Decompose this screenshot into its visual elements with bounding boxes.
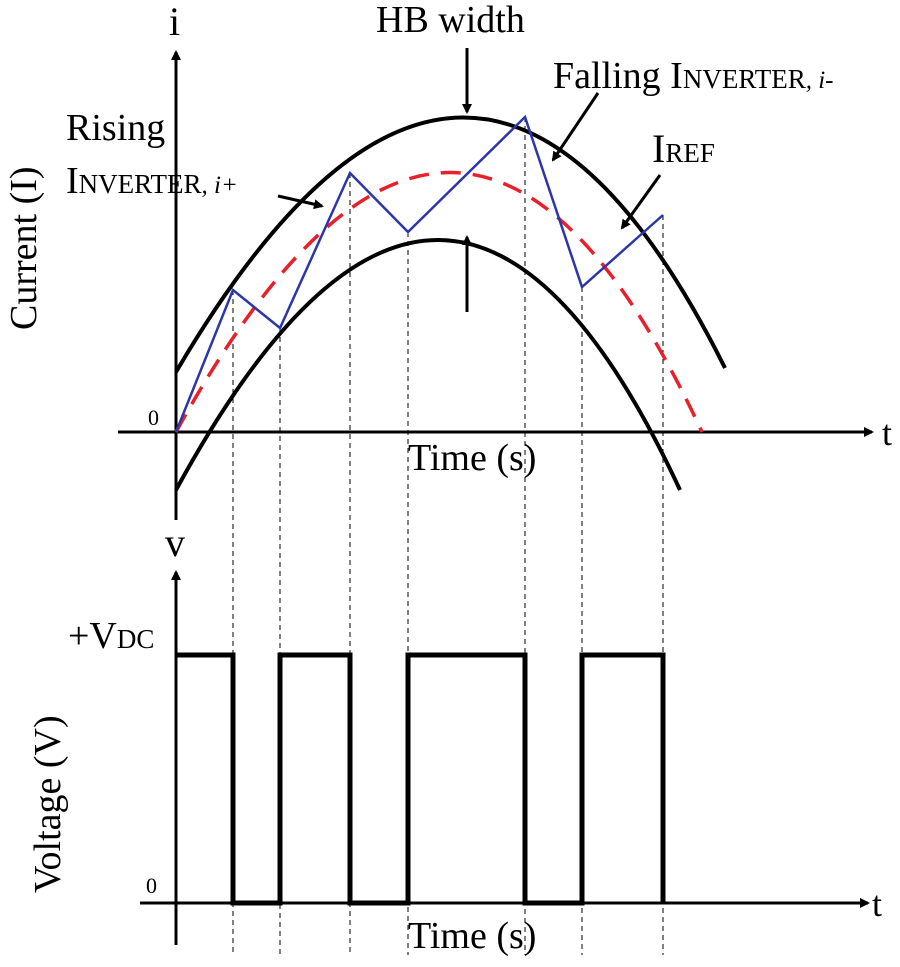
upper-hysteresis-band [174, 115, 727, 374]
voltage-y-axis-label: Voltage (V) [27, 715, 69, 893]
bottom-origin-label: 0 [146, 873, 157, 898]
voltage-axis-symbol: v [165, 520, 185, 565]
bottom-time-label: Time (s) [408, 915, 536, 957]
iref-pointer-arrow [620, 174, 662, 230]
falling-inverter-label: Falling INVERTER, i- [553, 55, 833, 97]
rising-pointer-arrow [277, 194, 324, 210]
current-axis-symbol: i [169, 0, 180, 44]
hb-width-label: HB width [376, 0, 525, 41]
top-origin-label: 0 [148, 405, 159, 430]
switching-guide-lines [232, 117, 664, 955]
rising-label: Rising [66, 107, 165, 149]
falling-pointer-arrow [551, 92, 600, 162]
top-time-axis-symbol: t [882, 413, 892, 453]
reference-current-curve [174, 171, 704, 433]
lower-hysteresis-band [174, 238, 682, 491]
top-time-label: Time (s) [408, 437, 536, 479]
bottom-time-axis-symbol: t [872, 884, 882, 924]
inverter-current-waveform [174, 114, 664, 433]
current-y-axis-label: Current (I) [3, 166, 45, 330]
iref-label: IREF [652, 126, 715, 171]
rising-inverter-label: INVERTER, i+ [66, 160, 238, 202]
switching-voltage-waveform [176, 652, 666, 906]
vdc-level-label: +VDC [68, 615, 154, 657]
